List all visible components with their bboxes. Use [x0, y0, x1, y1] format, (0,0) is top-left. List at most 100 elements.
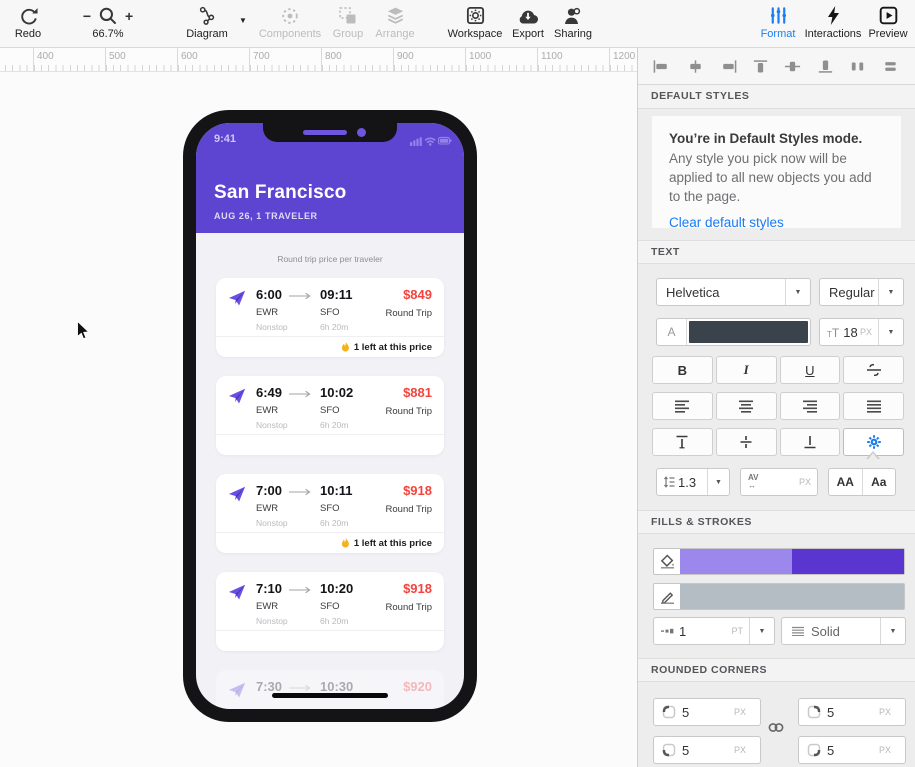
arrange-button[interactable]: Arrange [369, 4, 421, 40]
strikethrough-button[interactable] [843, 356, 904, 384]
align-center-horizontal-icon[interactable] [686, 59, 705, 74]
export-button[interactable]: Export [507, 4, 549, 40]
flight-card[interactable]: 7:30 10:30 $920 [216, 670, 444, 709]
corner-radius-top-right-input[interactable]: 5 PX [798, 698, 906, 726]
components-button[interactable]: Components [254, 4, 326, 40]
letter-spacing-input[interactable]: AV ↔ PX [740, 468, 818, 496]
zoom-in-button[interactable]: + [125, 7, 134, 24]
clear-default-styles-link[interactable]: Clear default styles [669, 215, 784, 231]
diagram-tool-button[interactable]: Diagram [176, 4, 238, 40]
uppercase-button[interactable]: AA [829, 469, 863, 495]
stroke-width-input[interactable]: 1 PT ▼ [653, 617, 775, 645]
flight-card[interactable]: 6:49 10:02 $881 EWR SFO Round Trip Nonstop 6h 2… [216, 376, 444, 455]
dropdown-caret-icon[interactable]: ▼ [749, 618, 774, 644]
flight-card[interactable]: 7:10 10:20 $918 EWR SFO Round Trip Nonstop 6h 2… [216, 572, 444, 651]
from-airport-code: EWR [256, 307, 279, 318]
section-text: TEXT [638, 240, 915, 264]
distribute-horizontal-icon[interactable] [848, 59, 867, 74]
corner-radius-bottom-right-input[interactable]: 5 PX [798, 736, 906, 764]
interactions-tab[interactable]: Interactions [801, 4, 865, 40]
dropdown-caret-icon[interactable]: ▼ [707, 469, 729, 495]
text-color-swatch[interactable] [689, 321, 808, 343]
zoom-out-button[interactable]: − [82, 7, 91, 24]
align-bottom-icon[interactable] [816, 59, 835, 74]
stroke-width-icon [661, 628, 674, 634]
preview-play-icon [879, 6, 897, 25]
dropdown-caret-icon[interactable]: ▼ [785, 279, 810, 305]
stroke-style-value: Solid [811, 623, 840, 639]
magnifier-icon[interactable] [98, 6, 118, 26]
distribute-vertical-icon[interactable] [881, 59, 900, 74]
format-tab[interactable]: Format [753, 4, 803, 40]
fare-type: Round Trip [385, 308, 432, 319]
diagram-dropdown-caret[interactable]: ▼ [239, 16, 247, 25]
flight-card-main: 7:10 10:20 $918 EWR SFO Round Trip Nonstop 6h 2… [216, 572, 444, 630]
arrow-right-icon [289, 488, 311, 496]
paper-plane-icon [228, 486, 246, 502]
text-justify-button[interactable] [843, 392, 904, 420]
sharing-button[interactable]: Sharing [549, 4, 597, 40]
iphone-artboard[interactable]: 9:41 [183, 110, 477, 722]
corner-radius-top-left-input[interactable]: 5 PX [653, 698, 761, 726]
flight-card-main: 7:30 10:30 $920 [216, 670, 444, 709]
align-right-icon[interactable] [718, 59, 737, 74]
flight-card[interactable]: 6:00 09:11 $849 EWR SFO Round Trip Nonstop 6h 2… [216, 278, 444, 357]
group-button[interactable]: Group [327, 4, 369, 40]
font-size-value: 18 [843, 324, 858, 340]
availability-footer [216, 630, 444, 651]
capitalize-button[interactable]: Aa [871, 475, 887, 489]
redo-button[interactable]: Redo [6, 4, 50, 40]
text-case-buttons: AA Aa [828, 468, 896, 496]
depart-time: 7:30 [256, 679, 283, 694]
flight-card[interactable]: 7:00 10:11 $918 EWR SFO Round Trip Nonstop 6h 2… [216, 474, 444, 553]
preview-tab[interactable]: Preview [863, 4, 913, 40]
fill-color-left[interactable] [680, 549, 792, 574]
status-icons [410, 136, 452, 146]
list-caption: Round trip price per traveler [277, 254, 383, 264]
text-color-picker[interactable]: A [656, 318, 811, 346]
text-align-center-icon [739, 400, 754, 413]
link-corners-icon[interactable] [767, 722, 785, 733]
to-airport-code: SFO [320, 307, 340, 318]
to-airport-code: SFO [320, 405, 340, 416]
bold-button[interactable]: B [652, 356, 713, 384]
workspace-button[interactable]: Workspace [443, 4, 507, 40]
valign-bottom-button[interactable] [779, 428, 841, 456]
font-family-select[interactable]: Helvetica ▼ [656, 278, 811, 306]
arrive-time: 10:30 [320, 679, 354, 694]
notice-body: Any style you pick now will be applied t… [669, 151, 872, 205]
text-justify-icon [866, 400, 881, 413]
duration-label: 6h 20m [320, 322, 349, 332]
stroke-style-select[interactable]: Solid ▼ [781, 617, 906, 645]
valign-middle-button[interactable] [715, 428, 777, 456]
underline-button[interactable]: U [779, 356, 841, 384]
lightning-bolt-icon [827, 6, 839, 25]
sharing-person-icon [565, 7, 581, 24]
align-top-icon[interactable] [751, 59, 770, 74]
depart-time: 6:00 [256, 287, 283, 302]
line-height-select[interactable]: 1.3 ▼ [656, 468, 730, 496]
stroke-color[interactable] [680, 584, 904, 609]
font-size-input[interactable]: TT 18 PX ▼ [819, 318, 904, 346]
dropdown-caret-icon[interactable]: ▼ [880, 618, 905, 644]
italic-button[interactable]: I [715, 356, 777, 384]
align-left-icon[interactable] [653, 59, 672, 74]
stroke-width-value: 1 [679, 623, 687, 639]
stroke-color-swatch[interactable] [680, 584, 904, 609]
font-weight-select[interactable]: Regular ▼ [819, 278, 904, 306]
ruler-label: 800 [325, 51, 342, 62]
corner-top-left-icon [662, 705, 676, 719]
dropdown-caret-icon[interactable]: ▼ [878, 319, 903, 345]
corner-radius-bottom-left-input[interactable]: 5 PX [653, 736, 761, 764]
design-canvas[interactable]: 9:41 [0, 72, 637, 767]
paper-plane-icon [228, 584, 246, 600]
dropdown-caret-icon[interactable]: ▼ [878, 279, 903, 305]
align-middle-vertical-icon[interactable] [783, 59, 802, 74]
text-align-right-button[interactable] [779, 392, 841, 420]
fill-color-right[interactable] [792, 549, 904, 574]
valign-top-button[interactable] [652, 428, 713, 456]
fill-gradient-swatch[interactable] [680, 549, 904, 574]
text-align-center-button[interactable] [715, 392, 777, 420]
to-airport-code: SFO [320, 601, 340, 612]
text-align-left-button[interactable] [652, 392, 713, 420]
